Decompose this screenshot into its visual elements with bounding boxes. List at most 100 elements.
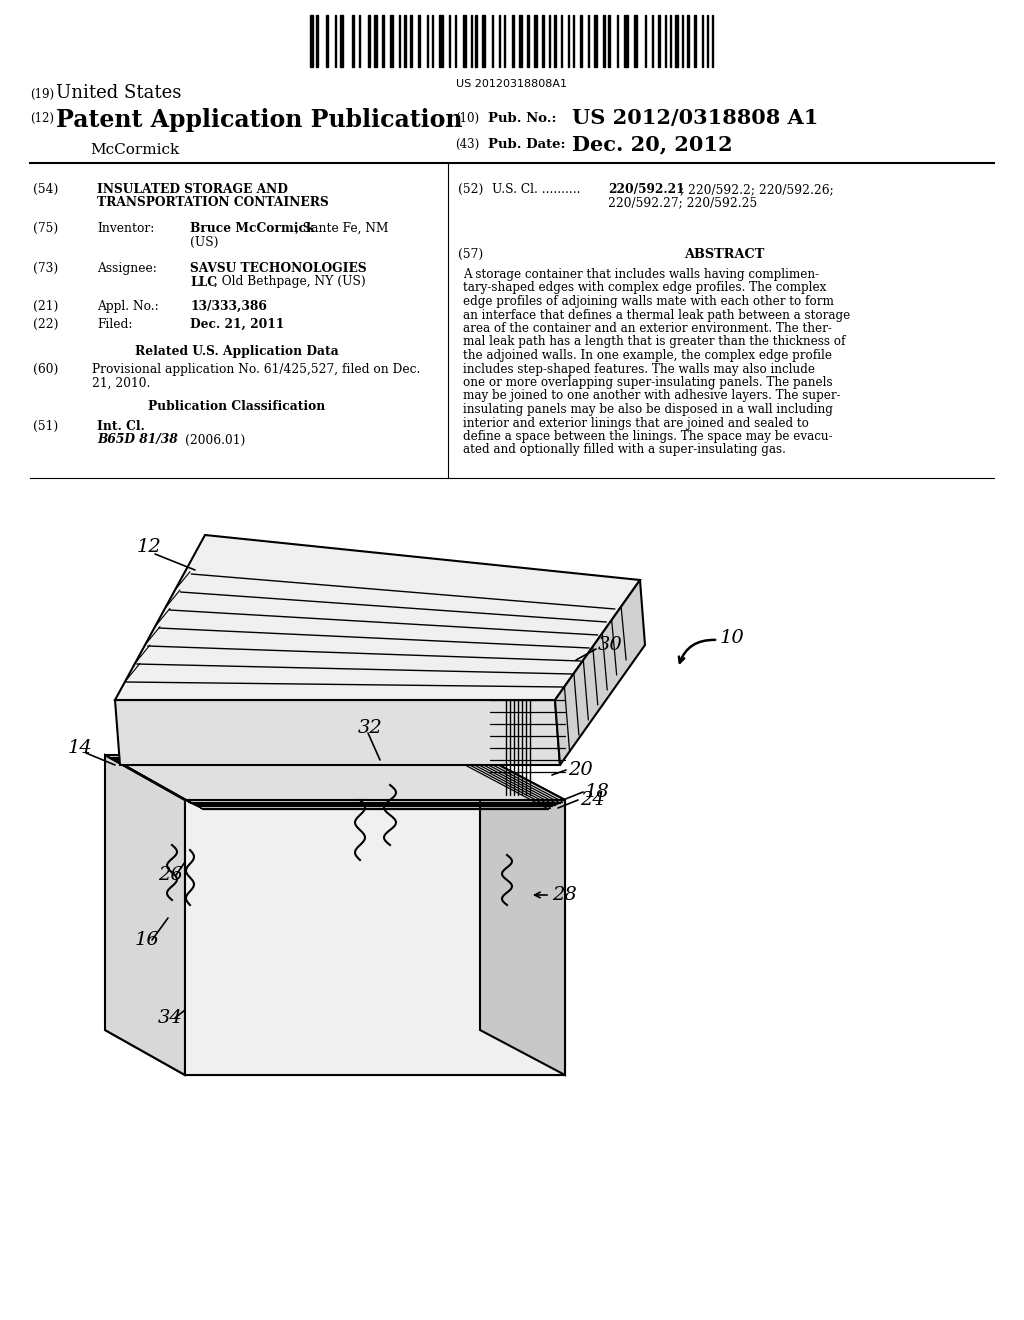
Text: insulating panels may be also be disposed in a wall including: insulating panels may be also be dispose… bbox=[463, 403, 833, 416]
Text: one or more overlapping super-insulating panels. The panels: one or more overlapping super-insulating… bbox=[463, 376, 833, 389]
Text: includes step-shaped features. The walls may also include: includes step-shaped features. The walls… bbox=[463, 363, 815, 375]
Text: (57): (57) bbox=[458, 248, 483, 261]
Polygon shape bbox=[115, 535, 640, 700]
Text: 12: 12 bbox=[137, 539, 162, 556]
Text: LLC: LLC bbox=[190, 276, 217, 289]
Text: (22): (22) bbox=[33, 318, 58, 331]
Bar bbox=[580, 15, 582, 67]
Text: 20: 20 bbox=[568, 762, 593, 779]
Text: TRANSPORTATION CONTAINERS: TRANSPORTATION CONTAINERS bbox=[97, 197, 329, 210]
Text: 220/592.21: 220/592.21 bbox=[608, 183, 685, 195]
Bar bbox=[418, 15, 420, 67]
Bar bbox=[390, 15, 393, 67]
Text: 18: 18 bbox=[585, 783, 609, 801]
Text: 30: 30 bbox=[598, 636, 623, 653]
Bar bbox=[463, 15, 466, 67]
Text: Bruce McCormick: Bruce McCormick bbox=[190, 222, 314, 235]
Text: (19): (19) bbox=[30, 88, 54, 102]
Bar bbox=[675, 15, 678, 67]
Bar bbox=[439, 15, 443, 67]
Text: may be joined to one another with adhesive layers. The super-: may be joined to one another with adhesi… bbox=[463, 389, 841, 403]
Text: 34: 34 bbox=[158, 1008, 182, 1027]
Bar bbox=[534, 15, 537, 67]
Bar bbox=[519, 15, 522, 67]
Text: Filed:: Filed: bbox=[97, 318, 132, 331]
Text: (21): (21) bbox=[33, 300, 58, 313]
Bar bbox=[404, 15, 406, 67]
Polygon shape bbox=[115, 700, 560, 766]
Text: US 20120318808A1: US 20120318808A1 bbox=[457, 79, 567, 88]
Text: (54): (54) bbox=[33, 183, 58, 195]
Text: Int. Cl.: Int. Cl. bbox=[97, 420, 144, 433]
Text: U.S. Cl. ..........: U.S. Cl. .......... bbox=[492, 183, 581, 195]
Text: 14: 14 bbox=[68, 739, 93, 756]
Text: an interface that defines a thermal leak path between a storage: an interface that defines a thermal leak… bbox=[463, 309, 850, 322]
Polygon shape bbox=[555, 579, 645, 766]
Text: (12): (12) bbox=[30, 112, 54, 125]
Text: 220/592.27; 220/592.25: 220/592.27; 220/592.25 bbox=[608, 197, 758, 210]
Bar bbox=[527, 15, 529, 67]
Text: Pub. No.:: Pub. No.: bbox=[488, 112, 556, 125]
Text: 16: 16 bbox=[135, 931, 160, 949]
Text: , Old Bethpage, NY (US): , Old Bethpage, NY (US) bbox=[214, 276, 366, 289]
Text: Related U.S. Application Data: Related U.S. Application Data bbox=[134, 345, 338, 358]
Bar bbox=[603, 15, 605, 67]
Text: edge profiles of adjoining walls mate with each other to form: edge profiles of adjoining walls mate wi… bbox=[463, 294, 834, 308]
Bar bbox=[368, 15, 370, 67]
Text: 28: 28 bbox=[552, 886, 577, 904]
Text: Patent Application Publication: Patent Application Publication bbox=[56, 108, 463, 132]
Bar bbox=[326, 15, 328, 67]
Text: Publication Classification: Publication Classification bbox=[147, 400, 326, 413]
Text: interior and exterior linings that are joined and sealed to: interior and exterior linings that are j… bbox=[463, 417, 809, 429]
Text: area of the container and an exterior environment. The ther-: area of the container and an exterior en… bbox=[463, 322, 831, 335]
Text: Pub. Date:: Pub. Date: bbox=[488, 139, 565, 150]
Text: (52): (52) bbox=[458, 183, 483, 195]
Bar bbox=[542, 15, 544, 67]
Polygon shape bbox=[185, 800, 565, 1074]
Text: mal leak path has a length that is greater than the thickness of: mal leak path has a length that is great… bbox=[463, 335, 846, 348]
Text: 13/333,386: 13/333,386 bbox=[190, 300, 267, 313]
Text: 26: 26 bbox=[158, 866, 182, 884]
Text: US 2012/0318808 A1: US 2012/0318808 A1 bbox=[572, 108, 818, 128]
Text: the adjoined walls. In one example, the complex edge profile: the adjoined walls. In one example, the … bbox=[463, 348, 831, 362]
Text: (10): (10) bbox=[455, 112, 479, 125]
Bar bbox=[352, 15, 354, 67]
Text: Dec. 20, 2012: Dec. 20, 2012 bbox=[572, 135, 732, 154]
Bar bbox=[340, 15, 343, 67]
Text: 21, 2010.: 21, 2010. bbox=[92, 376, 151, 389]
Text: Dec. 21, 2011: Dec. 21, 2011 bbox=[190, 318, 285, 331]
Bar bbox=[694, 15, 696, 67]
Text: (60): (60) bbox=[33, 363, 58, 376]
Bar bbox=[634, 15, 637, 67]
Text: Inventor:: Inventor: bbox=[97, 222, 155, 235]
Text: (51): (51) bbox=[33, 420, 58, 433]
Bar bbox=[658, 15, 660, 67]
Polygon shape bbox=[105, 755, 185, 1074]
Bar bbox=[310, 15, 313, 67]
Bar bbox=[594, 15, 597, 67]
Text: ; 220/592.2; 220/592.26;: ; 220/592.2; 220/592.26; bbox=[680, 183, 834, 195]
Text: (73): (73) bbox=[33, 261, 58, 275]
Text: define a space between the linings. The space may be evacu-: define a space between the linings. The … bbox=[463, 430, 833, 444]
Text: ABSTRACT: ABSTRACT bbox=[684, 248, 764, 261]
Bar bbox=[316, 15, 318, 67]
Text: (US): (US) bbox=[190, 235, 218, 248]
Text: McCormick: McCormick bbox=[90, 143, 179, 157]
Polygon shape bbox=[105, 755, 565, 800]
Text: (2006.01): (2006.01) bbox=[185, 433, 246, 446]
Text: A storage container that includes walls having complimen-: A storage container that includes walls … bbox=[463, 268, 819, 281]
Text: INSULATED STORAGE AND: INSULATED STORAGE AND bbox=[97, 183, 288, 195]
Text: B65D 81/38: B65D 81/38 bbox=[97, 433, 178, 446]
Text: tary-shaped edges with complex edge profiles. The complex: tary-shaped edges with complex edge prof… bbox=[463, 281, 826, 294]
Text: Appl. No.:: Appl. No.: bbox=[97, 300, 159, 313]
Text: , Sante Fe, NM: , Sante Fe, NM bbox=[295, 222, 388, 235]
Bar bbox=[475, 15, 477, 67]
Bar bbox=[374, 15, 377, 67]
Text: ated and optionally filled with a super-insulating gas.: ated and optionally filled with a super-… bbox=[463, 444, 785, 457]
Text: (43): (43) bbox=[455, 139, 479, 150]
Polygon shape bbox=[480, 755, 565, 1074]
Text: United States: United States bbox=[56, 84, 181, 102]
Bar bbox=[624, 15, 628, 67]
Text: Assignee:: Assignee: bbox=[97, 261, 157, 275]
Bar bbox=[482, 15, 485, 67]
